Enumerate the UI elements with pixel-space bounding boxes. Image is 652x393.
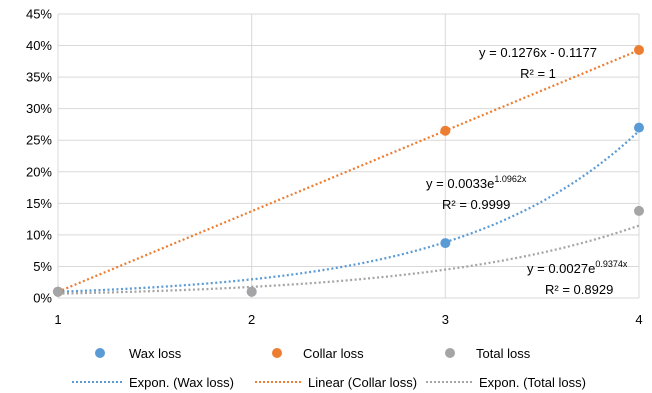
x-tick-label: 2 [248, 312, 255, 327]
trendline-0 [57, 130, 640, 293]
legend-label-total-trend: Expon. (Total loss) [479, 375, 586, 390]
data-point-1-2 [634, 44, 644, 55]
equation-wax: y = 0.0033e1.0962x R² = 0.9999 [426, 174, 527, 212]
data-points [53, 44, 644, 297]
x-tick-label: 4 [635, 312, 642, 327]
data-point-2-2 [634, 205, 644, 216]
legend-label-collar: Collar loss [303, 346, 364, 361]
y-tick-label: 15% [26, 196, 52, 211]
legend-label-total: Total loss [476, 346, 531, 361]
data-point-0-2 [440, 238, 451, 249]
equation-collar-r2: R² = 1 [520, 66, 556, 81]
legend-label-wax-trend: Expon. (Wax loss) [129, 375, 234, 390]
legend: Wax loss Collar loss Total loss Expon. (… [72, 346, 586, 390]
trendlines [57, 49, 640, 295]
legend-marker-wax [95, 348, 105, 358]
y-tick-label: 40% [26, 38, 52, 53]
equation-collar: y = 0.1276x - 0.1177 R² = 1 [479, 45, 597, 81]
data-point-0-3 [634, 122, 644, 133]
x-tick-label: 1 [54, 312, 61, 327]
equation-total-r2: R² = 0.8929 [545, 282, 613, 297]
data-point-1-1 [440, 125, 451, 136]
y-tick-label: 0% [33, 291, 52, 306]
legend-label-collar-trend: Linear (Collar loss) [308, 375, 417, 390]
legend-label-wax: Wax loss [129, 346, 182, 361]
data-point-2-0 [53, 286, 63, 297]
y-tick-label: 35% [26, 70, 52, 85]
data-point-2-1 [246, 286, 257, 297]
y-tick-label: 45% [26, 7, 52, 22]
equation-collar-formula: y = 0.1276x - 0.1177 [479, 45, 597, 60]
y-tick-label: 25% [26, 133, 52, 148]
y-tick-label: 30% [26, 101, 52, 116]
x-tick-labels: 1 2 3 4 [54, 312, 642, 327]
equation-wax-formula: y = 0.0033e1.0962x [426, 174, 527, 191]
equation-wax-r2: R² = 0.9999 [442, 197, 510, 212]
legend-marker-collar [272, 348, 282, 358]
grid [57, 13, 640, 299]
y-tick-label: 10% [26, 227, 52, 242]
y-tick-label: 5% [33, 259, 52, 274]
y-tick-label: 20% [26, 164, 52, 179]
trendline-1 [57, 49, 640, 293]
equation-total: y = 0.0027e0.9374x R² = 0.8929 [527, 259, 628, 297]
trendline-2 [57, 224, 640, 295]
x-tick-label: 3 [442, 312, 449, 327]
equation-total-formula: y = 0.0027e0.9374x [527, 259, 628, 276]
legend-marker-total [445, 348, 455, 358]
y-tick-labels: 0% 5% 10% 15% 20% 25% 30% 35% 40% 45% [26, 7, 52, 306]
